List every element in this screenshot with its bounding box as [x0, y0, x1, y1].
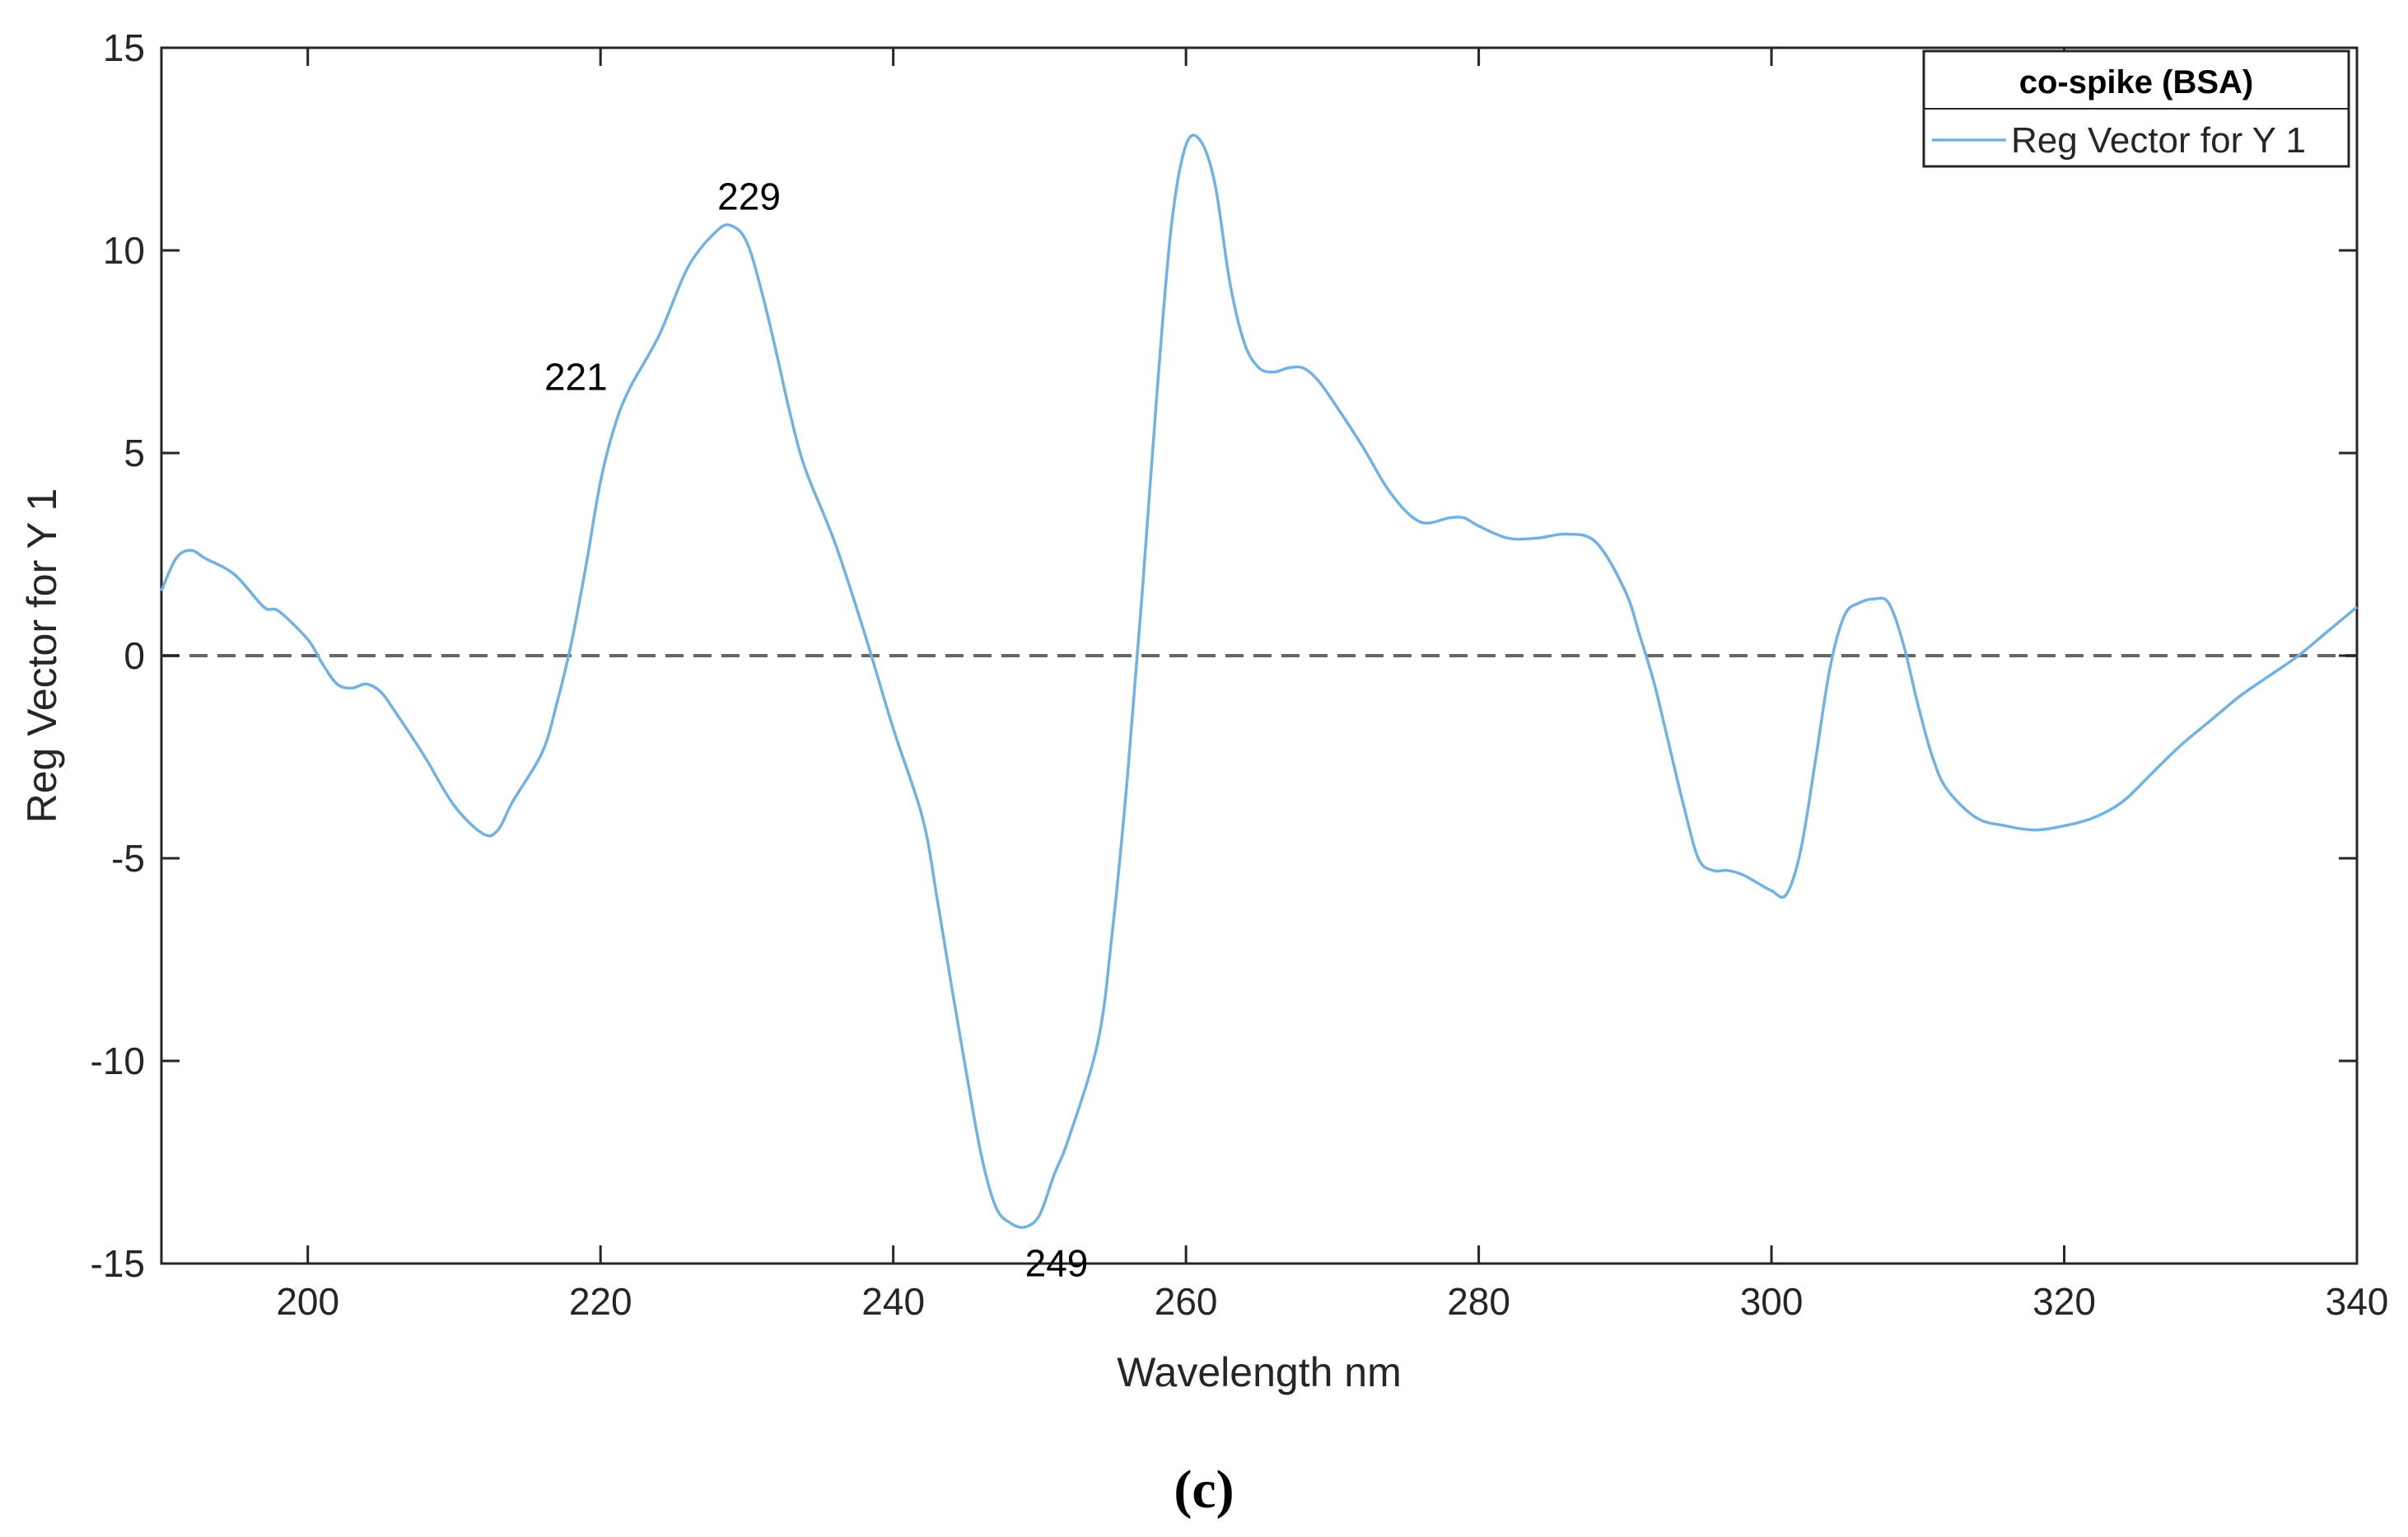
y-tick-label: 5 — [124, 432, 145, 474]
x-axis-label: Wavelength nm — [1117, 1349, 1402, 1395]
y-tick-label: -10 — [91, 1039, 145, 1082]
legend-entry-label: Reg Vector for Y 1 — [2011, 120, 2306, 161]
y-tick-label: 15 — [103, 26, 145, 69]
x-tick-label: 200 — [276, 1280, 339, 1323]
panel-label: (c) — [1174, 1460, 1234, 1520]
y-tick-label: -5 — [111, 837, 145, 880]
y-axis-ticks: -15 -10 -5 0 5 10 15 — [91, 26, 2357, 1285]
x-tick-label: 240 — [861, 1280, 925, 1323]
x-axis-ticks: 200 220 240 260 280 300 320 340 — [276, 48, 2388, 1323]
peak-annotations: 221 229 249 — [544, 175, 1088, 1284]
x-tick-label: 320 — [2032, 1280, 2096, 1323]
peak-annotation-label: 229 — [717, 175, 781, 217]
x-tick-label: 340 — [2326, 1280, 2389, 1323]
y-tick-label: 10 — [103, 229, 145, 272]
x-tick-label: 300 — [1740, 1280, 1804, 1323]
series-line-reg-vector — [160, 133, 2359, 1229]
legend-title: co-spike (BSA) — [2019, 64, 2254, 100]
peak-annotation-label: 221 — [544, 355, 608, 398]
y-axis-label: Reg Vector for Y 1 — [19, 488, 65, 824]
x-tick-label: 220 — [569, 1280, 632, 1323]
x-tick-label: 280 — [1447, 1280, 1510, 1323]
y-tick-label: 0 — [124, 634, 145, 677]
x-tick-label: 260 — [1155, 1280, 1218, 1323]
y-tick-label: -15 — [91, 1242, 145, 1285]
legend: co-spike (BSA) Reg Vector for Y 1 — [1922, 49, 2350, 168]
peak-annotation-label: 249 — [1025, 1242, 1089, 1285]
